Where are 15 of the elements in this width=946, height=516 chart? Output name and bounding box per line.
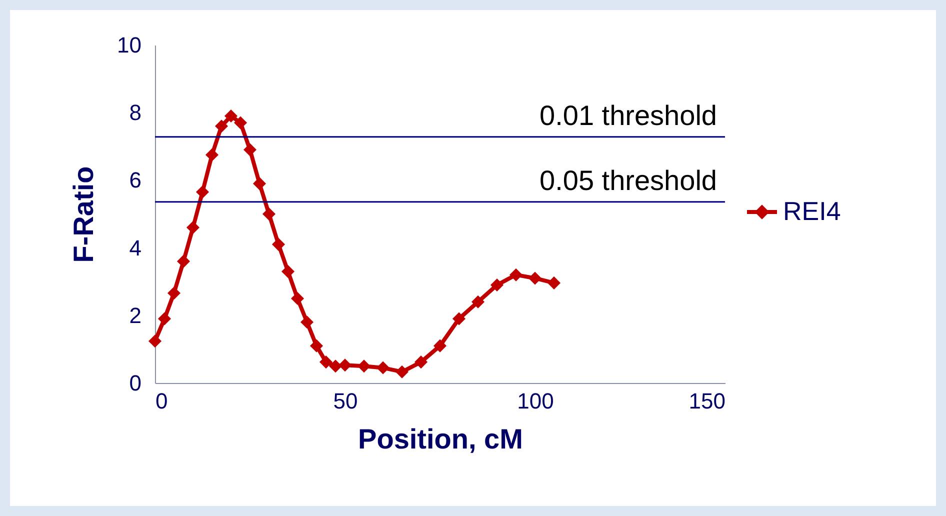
x-tick-label: 150	[688, 388, 726, 414]
y-tick-label: 0	[129, 370, 142, 396]
legend-label: REI4	[783, 196, 841, 226]
y-tick-label: 6	[129, 168, 142, 193]
ref-line-label: 0.05 threshold	[540, 164, 717, 196]
x-tick-label: 0	[156, 388, 168, 414]
x-tick-label: 100	[517, 388, 554, 414]
x-tick-label: 50	[333, 388, 358, 414]
y-tick-label: 10	[117, 32, 142, 58]
y-tick-label: 2	[129, 302, 142, 328]
y-tick-label: 4	[129, 235, 142, 260]
y-tick-label: 8	[129, 100, 142, 126]
x-axis-title: Position, cM	[358, 424, 523, 454]
y-axis-title: F-Ratio	[68, 166, 100, 263]
ref-line-label: 0.01 threshold	[540, 100, 717, 131]
